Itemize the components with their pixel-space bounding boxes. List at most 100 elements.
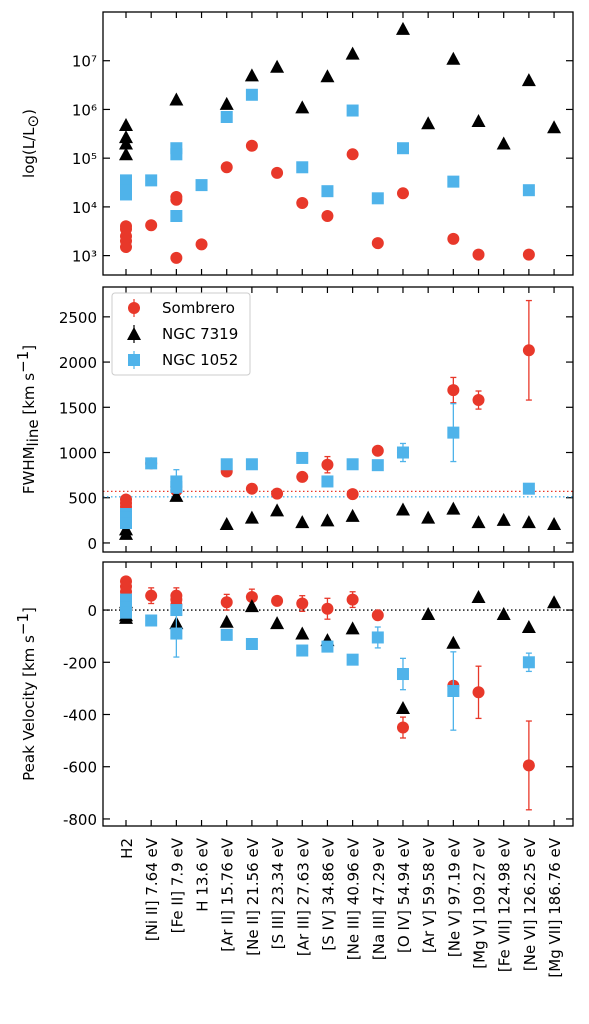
x-tick-label: [Ne III] 40.96 eV (345, 837, 363, 960)
marker (371, 444, 384, 457)
y-axis-label-part: Peak Velocity [km s (20, 635, 38, 781)
marker (396, 142, 409, 155)
marker (496, 606, 511, 620)
marker (446, 635, 461, 649)
marker (119, 136, 133, 150)
x-tick-label: [Ni II] 7.64 eV (143, 837, 161, 941)
marker (120, 517, 132, 530)
marker (447, 384, 460, 397)
y-axis-label-part: −1 (14, 613, 32, 635)
marker (371, 459, 384, 472)
legend-label: NGC 1052 (162, 351, 238, 369)
marker (145, 589, 158, 602)
marker (296, 161, 309, 174)
marker (270, 503, 285, 517)
marker (245, 590, 258, 603)
marker (547, 595, 562, 609)
x-tick-label: [Ar III] 27.63 eV (294, 837, 312, 956)
y-axis-label: FWHMline [km s−1] (14, 345, 42, 494)
marker (170, 251, 183, 264)
marker (346, 593, 359, 606)
y-tick-label: 10⁷ (72, 53, 97, 71)
marker (345, 46, 360, 60)
legend: Sombrero NGC 7319 NGC 1052 (111, 292, 251, 376)
marker (421, 510, 436, 524)
marker (245, 458, 258, 471)
marker (371, 237, 384, 250)
marker (321, 602, 334, 615)
marker (170, 627, 183, 640)
y-axis-label: Peak Velocity [km s−1] (14, 607, 38, 781)
marker (145, 219, 158, 232)
marker (471, 589, 486, 603)
x-tick-label: [Ne II] 21.56 eV (244, 837, 262, 955)
marker (244, 68, 259, 82)
y-tick-label: 0 (87, 602, 97, 620)
x-tick-label: [Ne VI] 126.25 eV (521, 837, 539, 971)
marker (195, 238, 208, 251)
marker (244, 510, 259, 524)
marker (521, 515, 536, 529)
marker (496, 136, 511, 150)
x-tick-label: [Na III] 47.29 eV (370, 837, 388, 960)
marker (447, 426, 460, 439)
y-tick-label: 0 (87, 535, 97, 553)
marker (219, 96, 234, 110)
marker (271, 487, 284, 500)
marker (447, 175, 460, 188)
marker (320, 69, 335, 83)
marker (395, 502, 410, 516)
marker (220, 628, 233, 641)
y-tick-label: 10³ (72, 248, 97, 266)
marker (245, 88, 258, 101)
marker (119, 526, 133, 540)
marker (220, 110, 233, 123)
y-tick-label: 1000 (59, 445, 97, 463)
x-tick-label: [Fe VII] 124.98 eV (496, 837, 514, 972)
marker (346, 458, 359, 471)
marker (522, 656, 535, 669)
marker (270, 616, 285, 630)
y-tick-label: 2500 (59, 309, 97, 327)
marker (120, 241, 132, 254)
marker (321, 475, 334, 488)
y-tick-label: -600 (63, 759, 97, 777)
x-tick-label: [S III] 23.34 eV (269, 837, 287, 949)
marker (471, 113, 486, 127)
marker (296, 597, 309, 610)
marker (220, 161, 233, 174)
y-axis-label-part: ⊙ (24, 115, 42, 128)
marker (421, 606, 436, 620)
marker (396, 187, 409, 200)
x-tick-label: [O IV] 54.94 eV (395, 837, 413, 953)
marker (446, 501, 461, 515)
marker (522, 184, 535, 197)
y-tick-label: -400 (63, 706, 97, 724)
x-tick-label: [Ar II] 15.76 eV (219, 837, 237, 951)
marker (295, 626, 310, 640)
marker (521, 73, 536, 87)
marker (169, 92, 184, 106)
marker (145, 174, 158, 187)
marker (219, 614, 234, 628)
y-tick-label: -200 (63, 654, 97, 672)
marker (271, 166, 284, 179)
marker (346, 653, 359, 666)
marker (170, 480, 183, 493)
marker (145, 457, 158, 470)
y-axis-label-part: FWHM (20, 446, 38, 494)
marker (119, 117, 133, 131)
marker (472, 686, 485, 699)
marker (296, 470, 309, 483)
marker (371, 631, 384, 644)
marker (547, 120, 562, 134)
marker (346, 104, 359, 117)
marker (345, 621, 360, 635)
marker (245, 482, 258, 495)
y-axis-label: log(L/L⊙) (20, 109, 42, 178)
marker (120, 606, 132, 619)
legend-label: NGC 7319 (162, 325, 238, 343)
marker (245, 139, 258, 152)
